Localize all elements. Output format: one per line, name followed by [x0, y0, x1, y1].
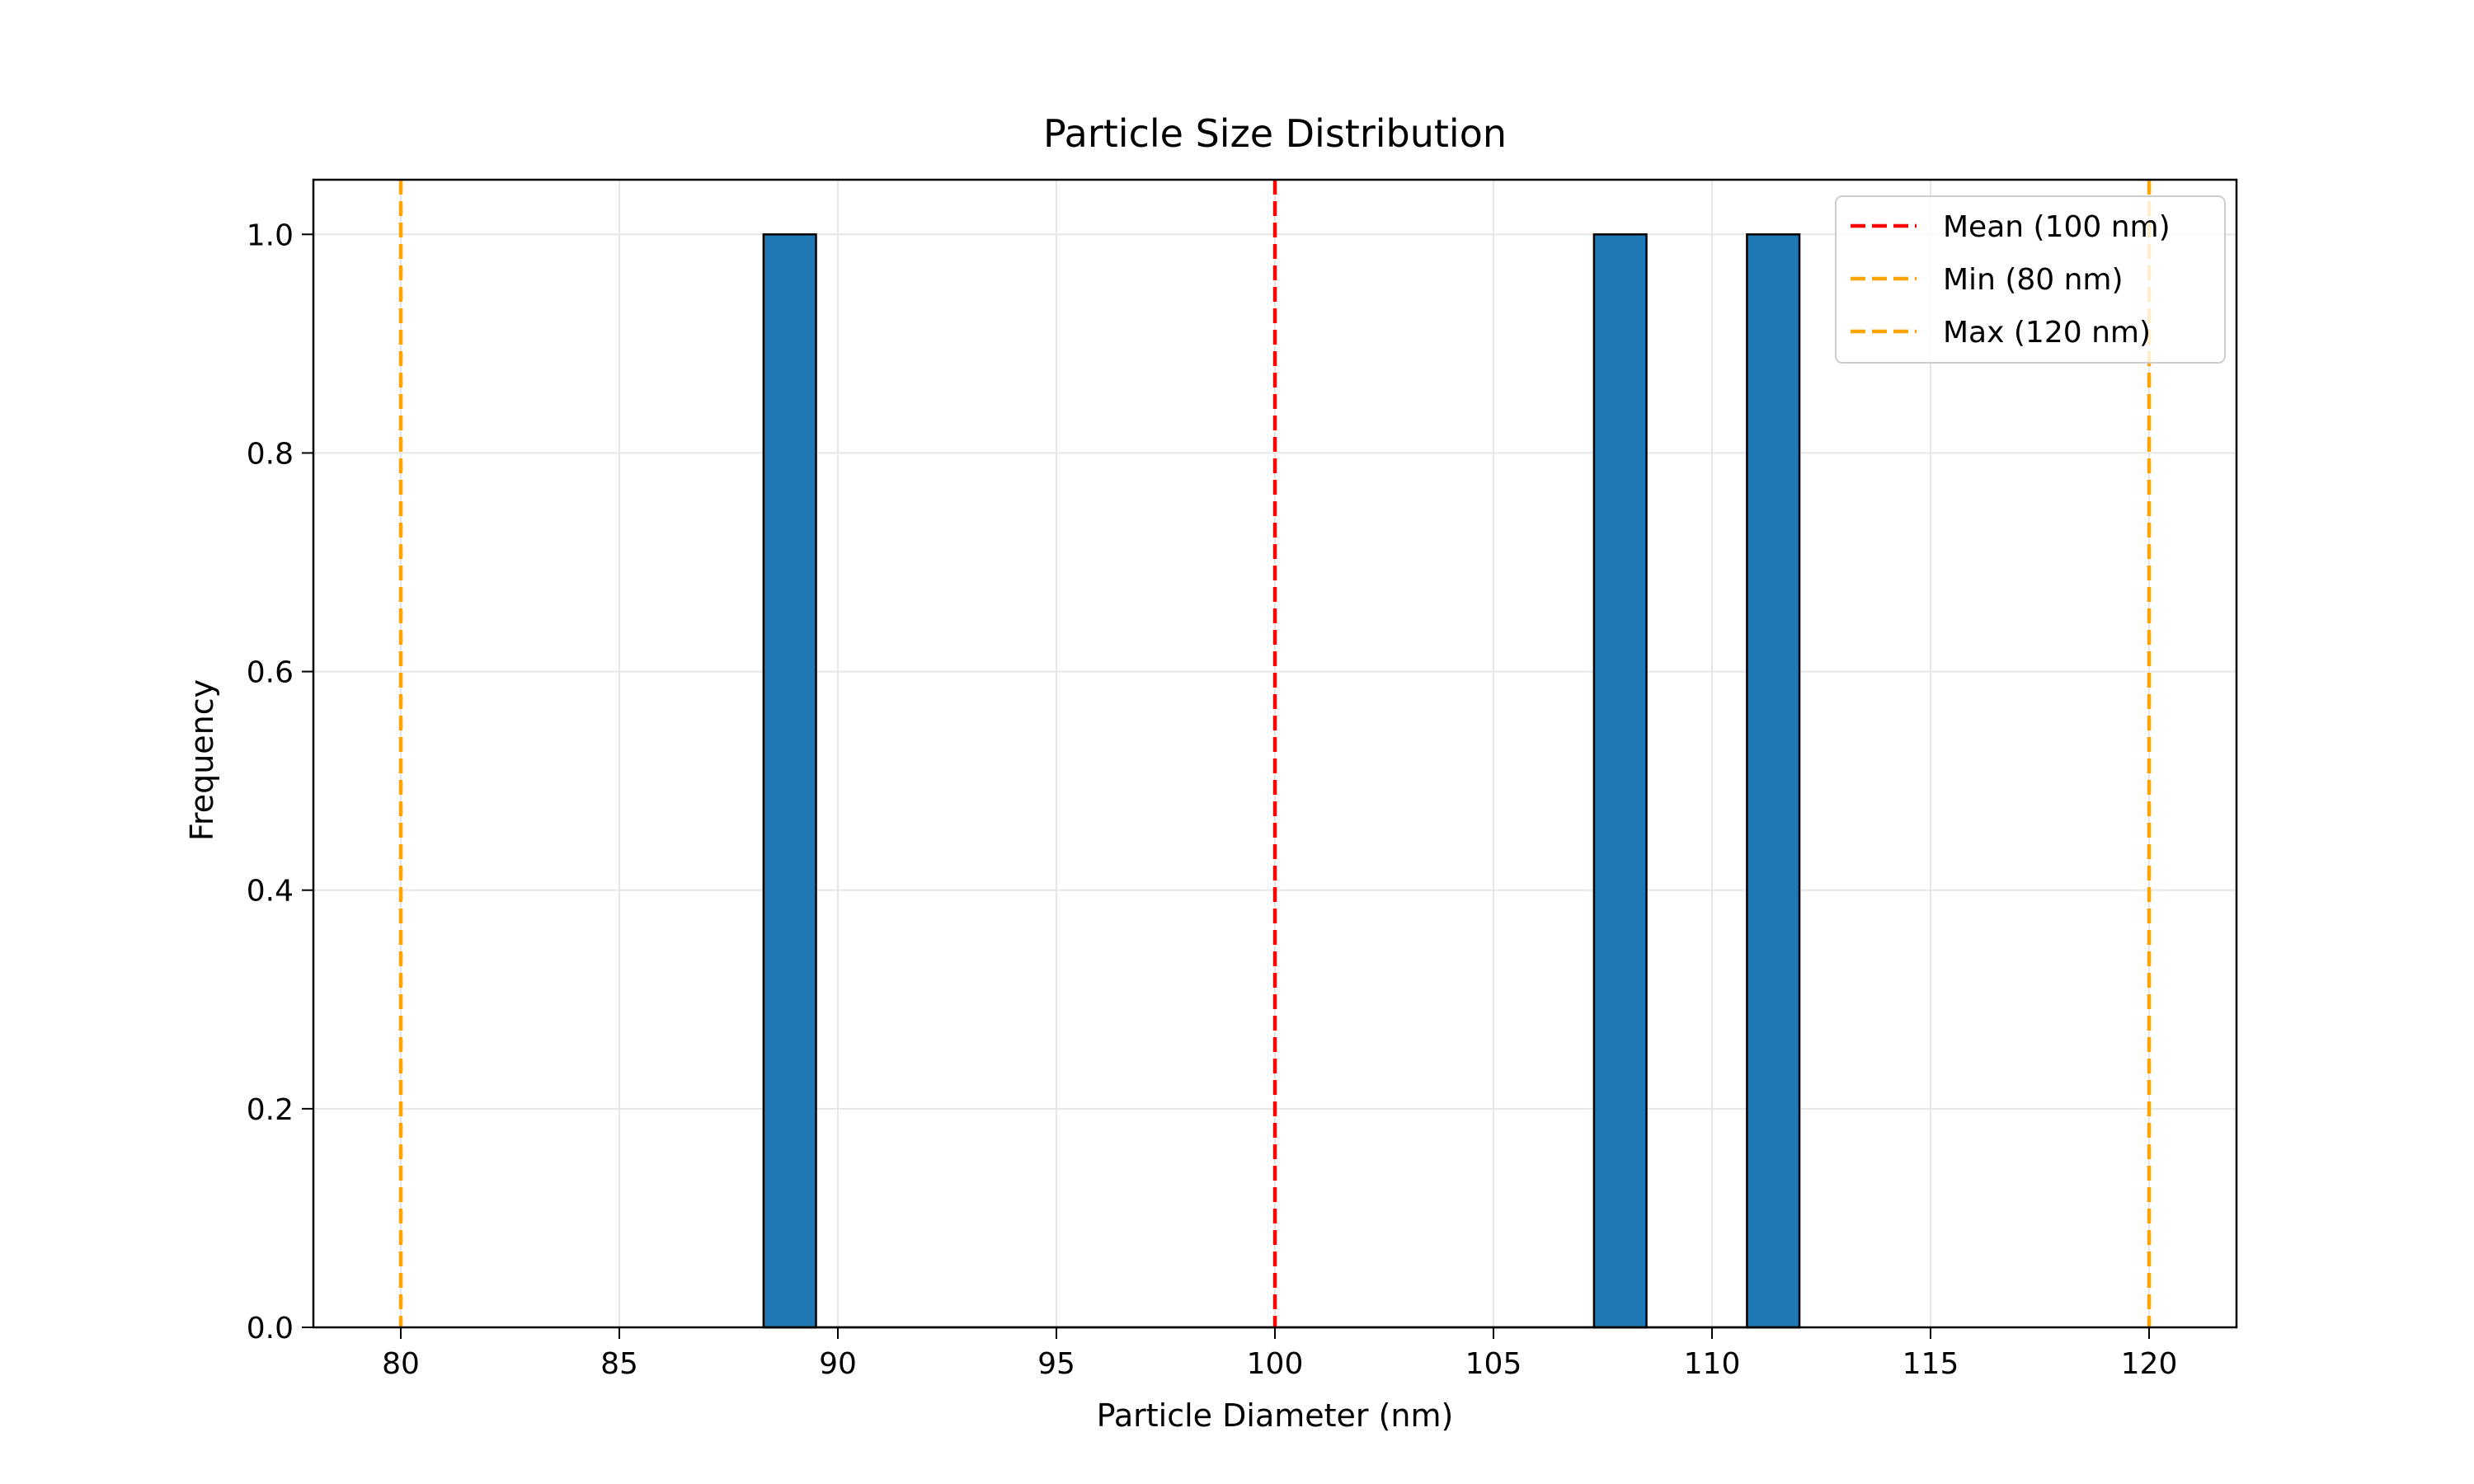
legend-label: Mean (100 nm) — [1943, 210, 2171, 244]
histogram-bar — [762, 233, 817, 1329]
x-tick-label: 110 — [1684, 1347, 1741, 1381]
x-tick-label: 95 — [1037, 1347, 1075, 1381]
y-tick-label: 0.6 — [247, 656, 294, 690]
x-tick-label: 80 — [382, 1347, 420, 1381]
y-axis-label: Frequency — [184, 679, 220, 841]
histogram-bar — [1592, 233, 1648, 1329]
x-tick-label: 85 — [600, 1347, 638, 1381]
x-tick-label: 120 — [2121, 1347, 2178, 1381]
y-tick-label: 0.8 — [247, 437, 294, 471]
y-axis-ticks: 0.0 0.2 0.4 0.6 0.8 1.0 — [247, 218, 313, 1345]
histogram-bar — [1746, 233, 1801, 1329]
y-tick-label: 0.2 — [247, 1093, 294, 1127]
x-axis-label: Particle Diameter (nm) — [1097, 1397, 1454, 1434]
legend-box — [1835, 195, 2226, 364]
legend: Mean (100 nm) Min (80 nm) Max (120 nm) — [1835, 195, 2226, 364]
y-tick-label: 1.0 — [247, 218, 294, 252]
x-tick-label: 100 — [1247, 1347, 1304, 1381]
x-tick-label: 115 — [1903, 1347, 1959, 1381]
legend-label: Max (120 nm) — [1943, 316, 2151, 350]
histogram-bars — [762, 233, 1801, 1329]
x-tick-label: 105 — [1465, 1347, 1522, 1381]
x-axis-ticks: 80 85 90 95 100 105 110 115 120 — [382, 1327, 2177, 1381]
x-tick-label: 90 — [819, 1347, 857, 1381]
chart-title: Particle Size Distribution — [1043, 111, 1507, 156]
y-tick-label: 0.0 — [247, 1312, 294, 1345]
y-tick-label: 0.4 — [247, 875, 294, 909]
legend-label: Min (80 nm) — [1943, 263, 2124, 297]
reference-lines — [398, 180, 2152, 1327]
